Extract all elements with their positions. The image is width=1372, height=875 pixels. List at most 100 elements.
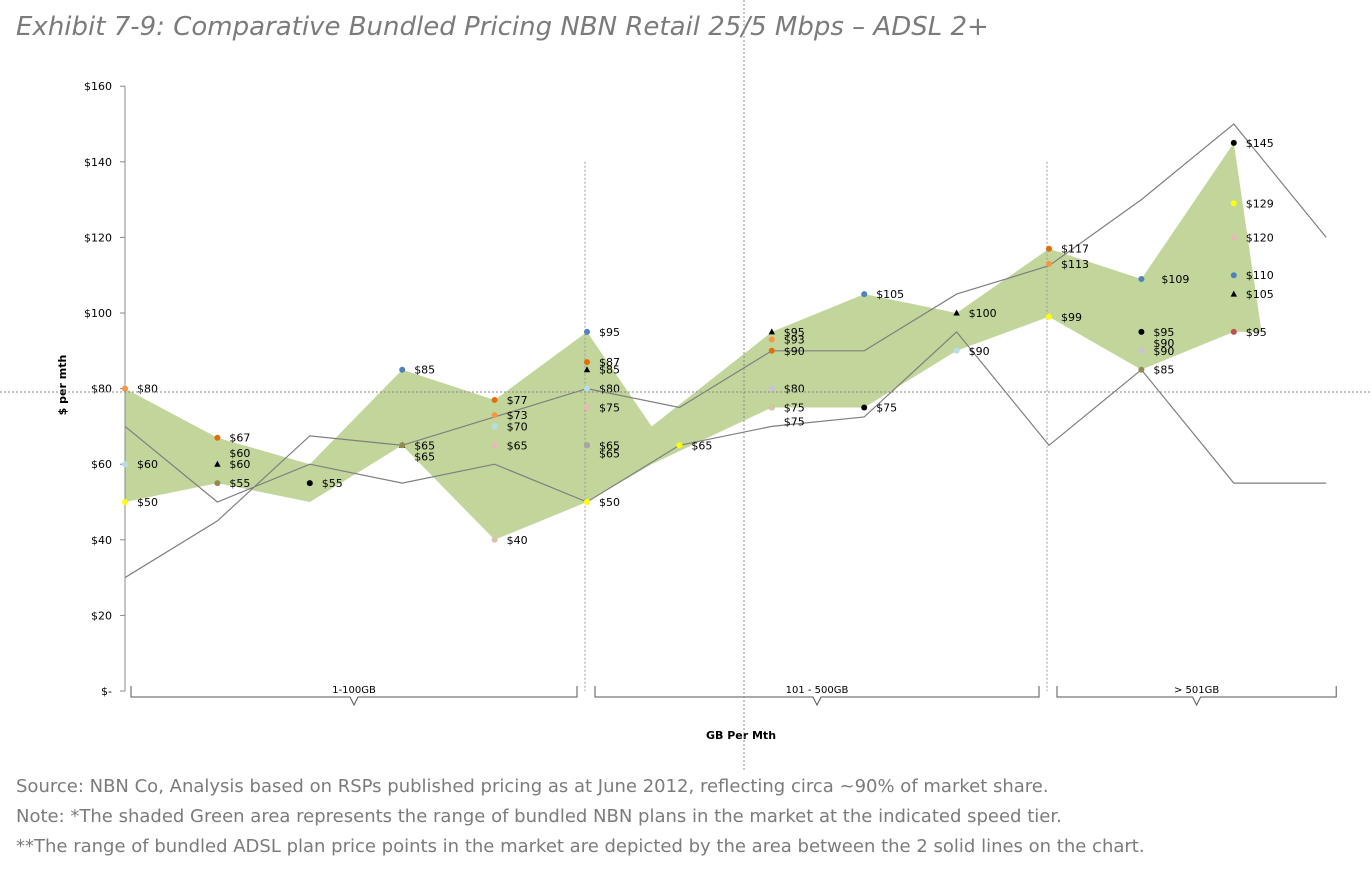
data-label: $113 [1061, 258, 1089, 271]
data-point [953, 309, 960, 316]
data-point [861, 404, 868, 411]
data-label: $105 [876, 288, 904, 301]
data-label: $95 [784, 326, 805, 339]
data-point [768, 336, 775, 343]
data-label: $117 [1061, 243, 1089, 256]
data-point [491, 536, 498, 543]
x-axis-label: GB Per Mth [706, 729, 776, 742]
data-label: $55 [322, 477, 343, 490]
data-label: $110 [1246, 269, 1274, 282]
data-label: $55 [229, 477, 250, 490]
adsl-lines-group [124, 123, 1327, 579]
data-label: $95 [1153, 326, 1174, 339]
y-axis: $- $20 $40 $60 $80 $100 $120 $140 $160 [84, 80, 126, 698]
data-point [399, 442, 406, 449]
source-note: Source: NBN Co, Analysis based on RSPs p… [16, 776, 1049, 797]
y-tick-label: $120 [84, 231, 112, 244]
data-point [1046, 245, 1052, 252]
data-label: $80 [137, 383, 158, 396]
data-label: $65 [414, 450, 435, 463]
data-point [214, 460, 221, 467]
price-chart: $- $20 $40 $60 $80 $100 $120 $140 $160 1-100GB 10… [0, 0, 1372, 770]
data-point [584, 385, 590, 392]
data-point [1230, 328, 1237, 335]
data-label: $80 [599, 383, 620, 396]
tier-label: > 501GB [1174, 685, 1219, 696]
data-label: $75 [876, 402, 897, 415]
data-point [584, 328, 590, 335]
data-point [1138, 366, 1145, 373]
data-label: $100 [969, 307, 997, 320]
data-label: $85 [1153, 364, 1174, 377]
data-point [491, 423, 498, 430]
data-point [1138, 328, 1145, 335]
y-tick-label: $60 [91, 458, 112, 471]
data-point [584, 404, 590, 411]
tier-label: 101 - 500GB [786, 685, 849, 696]
data-point [1230, 200, 1237, 207]
data-point [399, 366, 406, 373]
data-label: $90 [1153, 337, 1174, 350]
tier-brackets: 1-100GB 101 - 500GB > 501GB [130, 685, 1337, 707]
data-point [584, 359, 590, 366]
data-label: $90 [784, 345, 805, 358]
data-label: $75 [784, 416, 805, 429]
chart-title: Exhibit 7-9: Comparative Bundled Pricing… [16, 12, 989, 42]
data-label: $60 [229, 447, 250, 460]
data-label: $60 [137, 458, 158, 471]
y-tick-label: $40 [91, 534, 112, 547]
data-label: $70 [507, 420, 528, 433]
data-label: $90 [969, 345, 990, 358]
data-point [953, 347, 960, 354]
data-label: $95 [1246, 326, 1267, 339]
tier-bracket [130, 686, 578, 707]
nbn-range-area [125, 142, 1262, 540]
data-label: $40 [507, 534, 528, 547]
data-point [584, 442, 590, 449]
data-label: $120 [1246, 231, 1274, 244]
data-point [768, 328, 775, 335]
y-tick-label: $80 [91, 383, 112, 396]
y-axis-label: $ per mth [56, 355, 69, 416]
data-point [676, 442, 683, 449]
notes: Source: NBN Co, Analysis based on RSPs p… [16, 772, 1145, 862]
data-label: $129 [1246, 197, 1274, 210]
data-point [583, 366, 591, 373]
data-point [1138, 347, 1145, 354]
data-point [1230, 272, 1237, 279]
data-points-group: $80$60$50$67$60$60$55 $55$85$65$65$77$73$… [122, 137, 1274, 547]
tier-bracket [1056, 686, 1337, 707]
data-label: $75 [599, 402, 620, 415]
tier-label: 1-100GB [332, 685, 376, 696]
adsl-line [124, 331, 1327, 503]
data-label: $73 [507, 409, 528, 422]
adsl-line [124, 123, 1327, 579]
y-tick-label: $160 [84, 80, 112, 93]
data-point [491, 442, 498, 449]
data-point [1046, 260, 1052, 267]
data-label: $85 [599, 364, 620, 377]
data-point [1046, 313, 1052, 320]
data-point [1230, 290, 1237, 297]
data-label: $50 [137, 496, 158, 509]
data-point [861, 291, 868, 298]
data-label: $145 [1246, 137, 1274, 150]
nbn-range-area-group [125, 142, 1262, 540]
data-point [306, 480, 313, 487]
data-label: $105 [1246, 288, 1274, 301]
data-point [122, 461, 128, 468]
data-point [768, 347, 775, 354]
adsl-lines-note: **The range of bundled ADSL plan price p… [16, 836, 1145, 857]
data-label: $65 [507, 439, 528, 452]
data-label: $99 [1061, 311, 1082, 324]
data-label: $67 [229, 432, 250, 445]
data-point [584, 499, 590, 505]
data-point [768, 404, 775, 411]
data-point [768, 385, 775, 392]
y-tick-label: $20 [91, 609, 112, 622]
data-point [491, 412, 498, 419]
data-label: $65 [599, 439, 620, 452]
data-point [122, 385, 128, 392]
data-label: $93 [784, 333, 805, 346]
tier-bracket [594, 686, 1040, 707]
